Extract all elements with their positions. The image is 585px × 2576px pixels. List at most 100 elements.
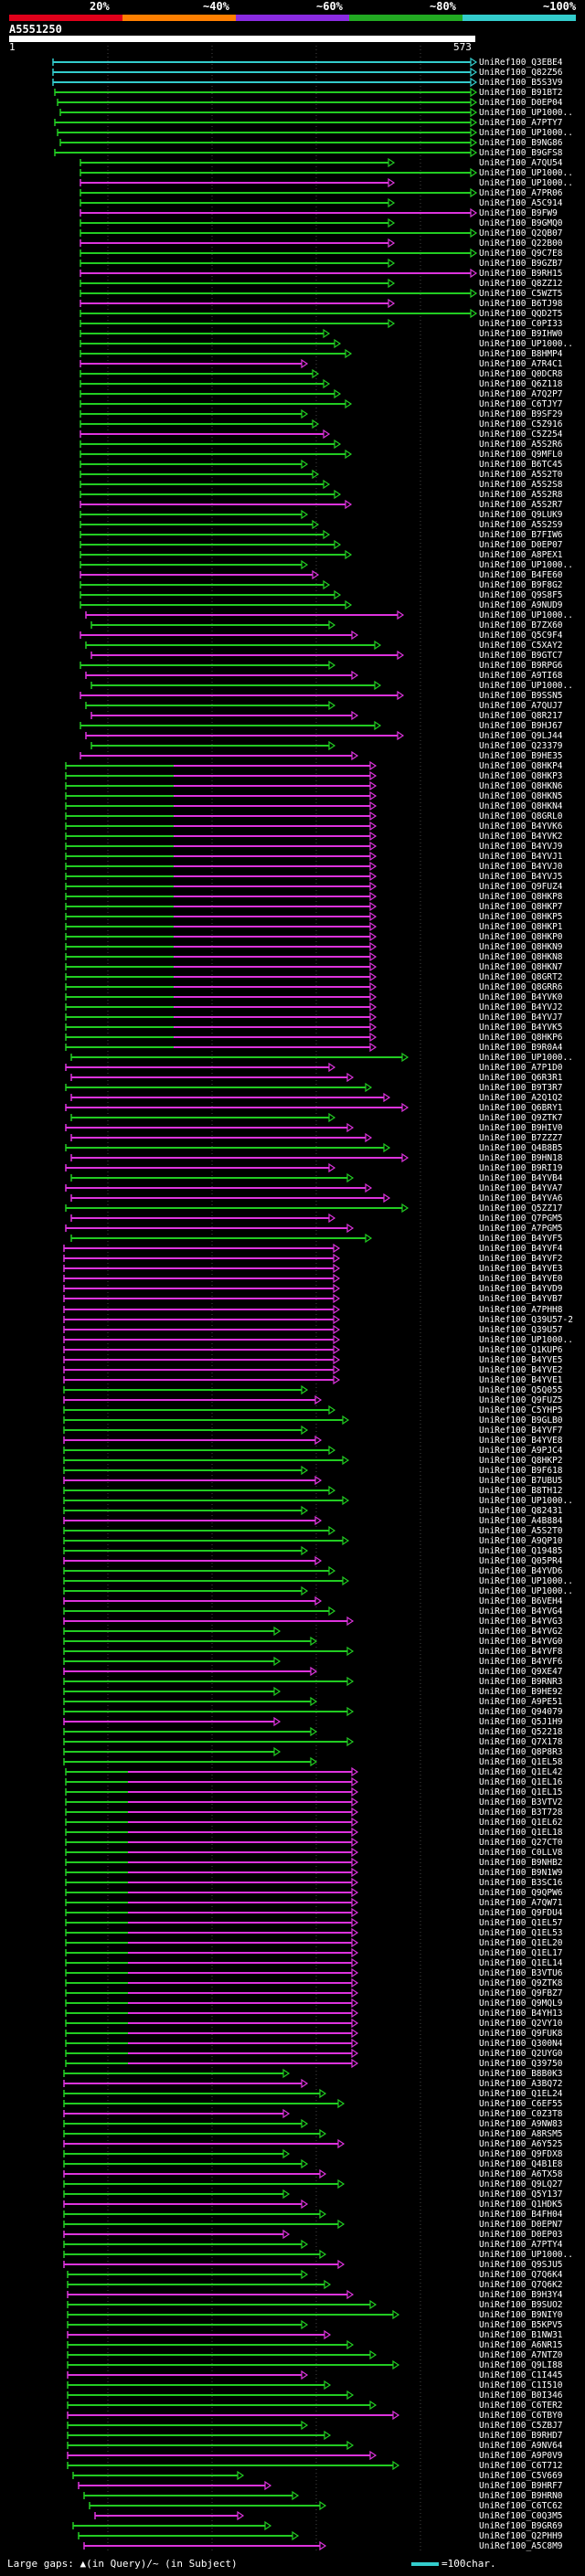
hit-row[interactable]: UniRef100_Q1EL15 (65, 1786, 563, 1797)
hit-row[interactable]: UniRef100_D0EPN7 (63, 2219, 563, 2230)
hit-row[interactable]: UniRef100_B9RHD7 (67, 2430, 563, 2441)
hit-row[interactable]: UniRef100_B9GFS8 (54, 147, 563, 158)
hit-row[interactable]: UniRef100_B4YVA6 (70, 1193, 563, 1203)
hit-row[interactable]: UniRef100_B4YVD9 (63, 1283, 563, 1294)
hit-row[interactable]: UniRef100_C5YHP5 (63, 1405, 563, 1415)
hit-row[interactable]: UniRef100_Q9ZTK8 (65, 1977, 563, 1988)
hit-row[interactable]: UniRef100_UP1000.. (63, 1495, 573, 1506)
hit-row[interactable]: UniRef100_UP1000.. (70, 1052, 573, 1063)
hit-row[interactable]: UniRef100_C6TC62 (89, 2500, 563, 2511)
hit-label[interactable]: UniRef100_A9PJC4 (479, 1446, 563, 1456)
hit-row[interactable]: UniRef100_Q6R3R1 (70, 1072, 563, 1083)
hit-label[interactable]: UniRef100_Q7Q6K2 (479, 2280, 563, 2290)
hit-label[interactable]: UniRef100_A5C8M9 (479, 2541, 563, 2551)
hit-row[interactable]: UniRef100_C5Z916 (80, 419, 563, 429)
hit-row[interactable]: UniRef100_B9RNR3 (63, 1676, 563, 1687)
hit-row[interactable]: UniRef100_UP1000.. (57, 127, 573, 138)
hit-row[interactable]: UniRef100_UP1000.. (80, 167, 573, 178)
hit-row[interactable]: UniRef100_B6TJ98 (80, 298, 563, 309)
hit-label[interactable]: UniRef100_B9R0A4 (479, 1043, 563, 1053)
hit-label[interactable]: UniRef100_B4YVJ1 (479, 852, 563, 862)
hit-label[interactable]: UniRef100_B4YVG2 (479, 1627, 563, 1637)
hit-row[interactable]: UniRef100_C6TBY0 (67, 2410, 563, 2421)
hit-row[interactable]: UniRef100_A9NW83 (63, 2118, 563, 2129)
hit-row[interactable]: UniRef100_B4YVF5 (70, 1233, 563, 1244)
hit-label[interactable]: UniRef100_Q5J1H9 (479, 1717, 563, 1727)
hit-label[interactable]: UniRef100_C5WZT5 (479, 289, 563, 299)
hit-row[interactable]: UniRef100_B4YVF7 (63, 1425, 563, 1436)
hit-label[interactable]: UniRef100_A9QP10 (479, 1536, 563, 1546)
hit-label[interactable]: UniRef100_Q2PHH9 (479, 2531, 563, 2541)
hit-row[interactable]: UniRef100_B7UBU5 (63, 1475, 563, 1486)
hit-label[interactable]: UniRef100_B4YVJ7 (479, 1012, 563, 1023)
hit-row[interactable]: UniRef100_B4YVE3 (63, 1263, 563, 1274)
hit-label[interactable]: UniRef100_Q8HKN4 (479, 801, 563, 811)
hit-row[interactable]: UniRef100_Q8HKN6 (65, 780, 563, 791)
hit-row[interactable]: UniRef100_Q1EL17 (65, 1947, 563, 1958)
hit-row[interactable]: UniRef100_A6NR15 (67, 2339, 563, 2350)
hit-row[interactable]: UniRef100_C5WZT5 (80, 288, 563, 299)
hit-label[interactable]: UniRef100_Q8HKP4 (479, 761, 563, 771)
hit-row[interactable]: UniRef100_B9GMQ0 (80, 217, 563, 228)
hit-label[interactable]: UniRef100_A7PR06 (479, 188, 563, 198)
hit-label[interactable]: UniRef100_B91BT2 (479, 88, 563, 98)
hit-label[interactable]: UniRef100_A7PHH8 (479, 1305, 563, 1315)
hit-row[interactable]: UniRef100_Q9C7E8 (80, 248, 563, 259)
hit-label[interactable]: UniRef100_B4YVK2 (479, 832, 563, 842)
hit-label[interactable]: UniRef100_Q8HKP0 (479, 932, 563, 942)
hit-label[interactable]: UniRef100_Q8GRT2 (479, 972, 563, 982)
hit-label[interactable]: UniRef100_Q7PGM5 (479, 1214, 563, 1224)
hit-row[interactable]: UniRef100_A7R4C1 (80, 358, 563, 369)
hit-row[interactable]: UniRef100_B9GZB7 (80, 258, 563, 269)
hit-row[interactable]: UniRef100_UP1000.. (63, 1575, 573, 1586)
hit-label[interactable]: UniRef100_B9IHW0 (479, 329, 563, 339)
hit-label[interactable]: UniRef100_Q9S8F5 (479, 590, 563, 600)
hit-label[interactable]: UniRef100_Q8HKP6 (479, 1033, 563, 1043)
hit-row[interactable]: UniRef100_UP1000.. (59, 107, 573, 118)
hit-row[interactable]: UniRef100_UP1000.. (80, 559, 573, 570)
hit-row[interactable]: UniRef100_UP1000.. (80, 177, 573, 188)
hit-label[interactable]: UniRef100_B4YVJ2 (479, 1002, 563, 1012)
hit-label[interactable]: UniRef100_Q3EBE4 (479, 58, 563, 68)
hit-row[interactable]: UniRef100_D0EP07 (80, 539, 563, 550)
hit-row[interactable]: UniRef100_C1I445 (67, 2369, 563, 2380)
hit-label[interactable]: UniRef100_B4YVF6 (479, 1657, 563, 1667)
hit-row[interactable]: UniRef100_A6TX58 (63, 2168, 563, 2179)
hit-row[interactable]: UniRef100_B6VEH4 (63, 1595, 563, 1606)
hit-row[interactable]: UniRef100_A7QW71 (65, 1897, 563, 1908)
hit-row[interactable]: UniRef100_B4YVG3 (63, 1616, 563, 1627)
hit-row[interactable]: UniRef100_Q9FDU4 (65, 1907, 563, 1918)
hit-label[interactable]: UniRef100_B4YVE8 (479, 1436, 563, 1446)
hit-row[interactable]: UniRef100_A5S2T0 (63, 1525, 563, 1536)
hit-label[interactable]: UniRef100_B3VTV2 (479, 1797, 563, 1807)
hit-label[interactable]: UniRef100_A5S2R8 (479, 490, 563, 500)
hit-row[interactable]: UniRef100_B4YVK2 (65, 831, 563, 842)
hit-row[interactable]: UniRef100_B4YVG2 (63, 1626, 563, 1637)
hit-label[interactable]: UniRef100_Q82431 (479, 1506, 563, 1516)
hit-label[interactable]: UniRef100_B4YVG3 (479, 1617, 563, 1627)
hit-label[interactable]: UniRef100_UP1000.. (479, 1586, 573, 1596)
hit-label[interactable]: UniRef100_B4YVG0 (479, 1637, 563, 1647)
hit-label[interactable]: UniRef100_Q6R3R1 (479, 1073, 563, 1083)
hit-row[interactable]: UniRef100_B4YVJ1 (65, 851, 563, 862)
hit-row[interactable]: UniRef100_C5ZBJ7 (67, 2420, 563, 2431)
hit-row[interactable]: UniRef100_Q8HKP4 (65, 760, 563, 771)
hit-label[interactable]: UniRef100_B8B0K3 (479, 2069, 563, 2079)
hit-row[interactable]: UniRef100_B1NW31 (67, 2329, 563, 2340)
hit-row[interactable]: UniRef100_B3VTV2 (65, 1797, 563, 1807)
hit-label[interactable]: UniRef100_Q7Q6K4 (479, 2270, 563, 2280)
hit-row[interactable]: UniRef100_Q4B8B5 (65, 1142, 563, 1153)
hit-label[interactable]: UniRef100_Q23379 (479, 741, 563, 751)
hit-label[interactable]: UniRef100_Q82Z56 (479, 68, 563, 78)
hit-row[interactable]: UniRef100_A7NTZ0 (67, 2349, 563, 2360)
hit-label[interactable]: UniRef100_Q9ZTK7 (479, 1113, 563, 1123)
hit-label[interactable]: UniRef100_B9GZB7 (479, 259, 563, 269)
hit-label[interactable]: UniRef100_B9HJ67 (479, 721, 563, 731)
hit-row[interactable]: UniRef100_Q1KUP6 (63, 1344, 563, 1355)
hit-label[interactable]: UniRef100_Q1HDK5 (479, 2200, 563, 2210)
hit-row[interactable]: UniRef100_A7PTY7 (54, 117, 563, 128)
hit-row[interactable]: UniRef100_B9HE35 (80, 750, 563, 761)
hit-label[interactable]: UniRef100_A5S2S9 (479, 520, 563, 530)
hit-label[interactable]: UniRef100_Q9QPW6 (479, 1888, 563, 1898)
hit-row[interactable]: UniRef100_B4YVE5 (63, 1354, 563, 1365)
